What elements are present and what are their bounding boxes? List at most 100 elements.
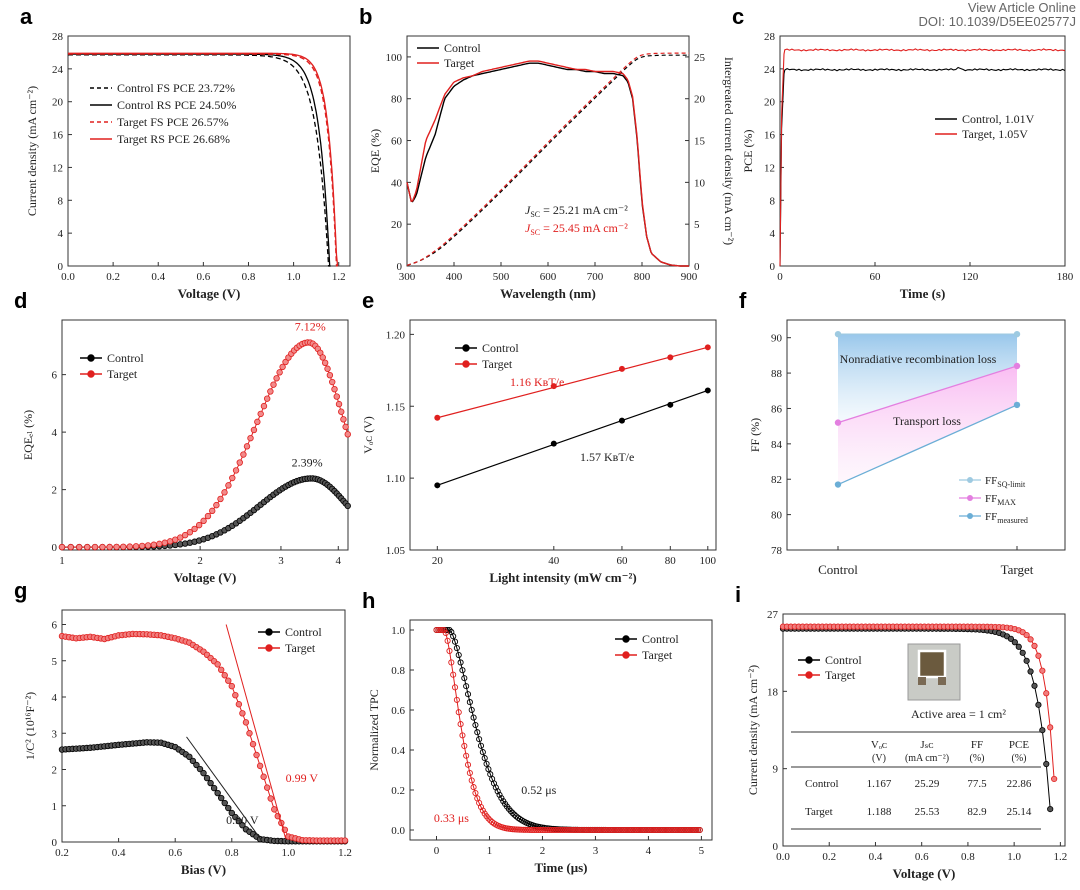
legend-label: Control [825,653,862,667]
legend: Control Target [258,625,322,655]
x-tick-label: 300 [399,271,416,283]
tpc-point [464,691,472,698]
y-tick-label: 16 [52,130,64,142]
legend-marker [265,628,273,636]
y-tick-label: 1.20 [386,329,406,341]
ff-point [834,419,842,426]
mott-schottky-point [235,701,243,708]
y-tick-label: 60 [391,136,403,148]
tpc-point [474,729,481,736]
x-tick-label: 0.2 [55,847,69,859]
legend-marker [967,513,973,519]
x-tick-label: 0.0 [61,271,75,283]
tpc-point [450,671,457,678]
y-tick-label: 5 [52,656,58,668]
legend-label: Target, 1.05V [962,127,1028,141]
y-tick-label: 24 [52,64,64,76]
x-axis-label: Bias (V) [181,862,226,877]
legend-marker [265,644,273,652]
legend-label: Target RS PCE 26.68% [117,132,230,146]
tau-target-label: 0.33 μs [434,811,469,825]
x-axis-label: Light intensity (mW cm⁻²) [489,570,636,585]
plot-frame [782,613,1066,847]
tpc-point [498,795,505,802]
x-tick-label: 180 [1057,271,1074,283]
tau-control-label: 0.52 μs [521,783,556,797]
panel-letter-g: g [14,578,27,603]
jv-curve [68,52,339,267]
mott-schottky-point [235,817,243,825]
y-axis-label: Vₒᴄ (V) [361,416,375,454]
ff-line [837,404,1018,486]
tpc-point [496,791,503,798]
x-tick-label: 0.8 [242,271,256,283]
eqe-curve [406,60,689,267]
legend: Control Target [455,341,519,371]
jv-point [1011,639,1018,646]
eqe-el-point [338,408,345,415]
tpc-point [450,633,457,640]
legend-label: Control [107,351,144,365]
jv-point [1035,652,1042,659]
jv-curve [68,54,330,267]
eqe-el-point [132,543,140,550]
y-tick-label: 78 [771,545,783,557]
legend-marker [87,354,95,362]
y-tick-label: 18 [767,686,779,698]
mott-schottky-point [221,672,228,679]
pce-trace [779,48,1066,267]
eqe-el-point [221,489,228,496]
view-article-online-link[interactable]: View Article Online [967,0,1076,15]
jv-point [1043,690,1050,697]
photo-active-area [917,649,947,679]
y-tick-label: 2 [52,485,58,497]
y-tick-label: 80 [391,94,403,106]
y-tick-label: 27 [767,609,779,621]
ff-point [1013,330,1021,338]
mott-schottky-point [239,822,246,829]
tpc-point [439,626,446,634]
x-tick-label: 0.0 [776,851,790,863]
legend: Control Target [80,351,144,381]
legend-marker [805,656,813,664]
panel-a: a 0.0 0.2 0.4 0.6 0.8 1.0 1.2 0 4 8 12 16 20 24 28 Volta… [20,4,351,301]
x-tick-label: 4 [336,555,342,567]
panel-e: e 20 40 60 80 100 1.05 1.10 1.15 1.20 Light intens… [361,288,717,585]
legend-label: Control [285,625,322,639]
eqe-el-point [126,543,133,550]
x-axis-label: Voltage (V) [893,866,956,881]
y-tick-label: 0.6 [391,705,405,717]
ff-point [1013,362,1021,370]
tpc-point [459,667,466,674]
y-tick-label: 8 [770,195,776,207]
y-tick-label: 24 [764,64,776,76]
eqe-el-point [247,434,254,442]
ff-point [834,330,842,338]
eqe-el-point [321,359,329,367]
x-tick-label: 0.2 [106,271,120,283]
jv-point [1019,649,1026,656]
legend-marker [462,344,470,352]
legend: FFSQ-limit FFMAX FFmeasured [959,475,1028,525]
x-tick-label: 4 [646,845,652,857]
x-tick-label: 0.4 [112,847,126,859]
table-cell: 25.29 [915,778,940,790]
plot-frame [786,319,1066,551]
eqe-el-point [106,543,113,551]
tpc-point [459,732,466,739]
mott-schottky-point [271,806,278,813]
tpc-point [457,659,464,666]
legend: Control FS PCE 23.72% Control RS PCE 24.5… [90,81,236,146]
eqe-el-point [200,517,207,525]
table-cell: 1.188 [867,806,892,818]
panel-letter-i: i [735,582,741,607]
y-tick-label: 20 [764,97,776,109]
legend-label: Control RS PCE 24.50% [117,98,236,112]
device-photo [907,643,961,701]
tpc-point [461,675,468,682]
x-tick-label: 0.8 [961,851,975,863]
voc-point [550,383,557,390]
x-tick-label: 5 [699,845,705,857]
tpc-point [463,683,470,690]
